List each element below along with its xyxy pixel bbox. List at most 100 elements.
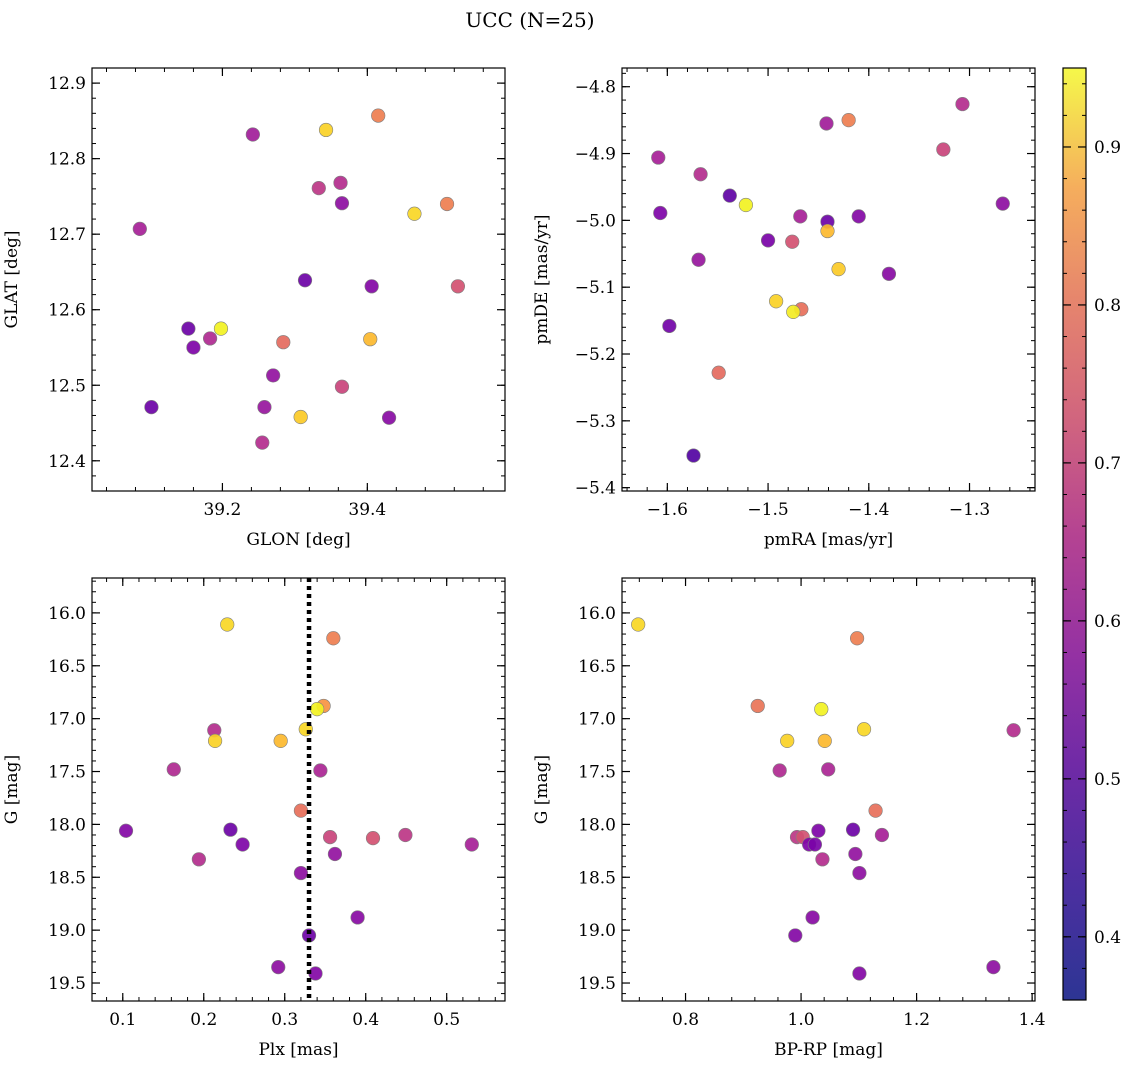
scatter-point — [852, 865, 867, 881]
y-tick-label: 17.5 — [48, 763, 86, 783]
scatter-point — [118, 823, 134, 838]
scatter-point — [371, 108, 386, 123]
y-tick-label: −5.0 — [575, 211, 616, 231]
x-tick-label: 1.0 — [788, 1010, 815, 1030]
y-axis-label: GLAT [deg] — [2, 230, 22, 328]
x-tick-label: 1.2 — [903, 1010, 930, 1030]
x-axis-label: BP-RP [mag] — [774, 1040, 883, 1060]
scatter-point — [821, 762, 836, 777]
x-tick-label: 1.4 — [1019, 1010, 1046, 1030]
scatter-point — [132, 221, 147, 236]
plot-frame — [621, 67, 1036, 492]
x-tick-label: 0.8 — [672, 1010, 699, 1030]
y-tick-label: 19.0 — [578, 921, 616, 941]
scatter-point — [322, 829, 338, 845]
scatter-point — [293, 865, 309, 881]
scatter-point — [186, 340, 201, 355]
y-tick-label: 17.0 — [48, 710, 86, 730]
scatter-point — [144, 400, 159, 415]
scatter-point — [786, 304, 801, 320]
y-tick-label: 12.7 — [48, 225, 86, 245]
scatter-point — [651, 150, 666, 165]
panel-plx-g: 0.1 0.2 0.3 0.4 0.5 16.0 16.5 17.0 17.5 18.0 18.5 1… — [2, 577, 506, 1060]
scatter-point — [819, 116, 834, 131]
x-axis-label: Plx [mas] — [258, 1040, 338, 1060]
scatter-point — [849, 631, 865, 646]
scatter-point — [326, 631, 341, 646]
scatter-point — [815, 852, 830, 867]
scatter-point — [780, 733, 795, 748]
y-tick-label: 17.0 — [578, 710, 616, 730]
x-tick-label: 0.2 — [190, 1010, 217, 1030]
colorbar-tick-label: 0.6 — [1094, 612, 1121, 632]
scatter-point — [398, 827, 413, 843]
scatter-point — [793, 209, 808, 224]
scatter-point — [207, 733, 223, 748]
scatter-point — [333, 175, 348, 190]
scatter-point — [722, 188, 737, 203]
scatter-point — [235, 837, 250, 852]
scatter-point — [831, 262, 846, 277]
colorbar: 0.4 0.5 0.6 0.7 0.8 0.9 — [1062, 67, 1121, 1001]
scatter-point — [788, 928, 803, 943]
y-tick-label: 12.5 — [48, 376, 86, 396]
scatter-point — [760, 233, 776, 248]
y-tick-label: 19.5 — [578, 974, 616, 994]
x-tick-label: 39.2 — [203, 500, 241, 520]
scatter-point — [257, 400, 272, 415]
scatter-point — [203, 331, 218, 346]
scatter-point — [785, 234, 800, 249]
scatter-point — [363, 332, 378, 347]
scatter-point — [772, 763, 787, 778]
x-tick-label: −1.3 — [949, 500, 990, 520]
scatter-point — [181, 321, 196, 336]
scatter-point — [350, 910, 365, 925]
y-tick-label: −5.1 — [575, 278, 616, 298]
y-tick-label: 19.5 — [48, 974, 86, 994]
scatter-point — [255, 435, 270, 450]
scatter-point — [271, 960, 286, 975]
scatter-point — [750, 698, 765, 714]
scatter-point — [245, 127, 260, 142]
scatter-point — [848, 846, 863, 862]
plot-frame — [91, 577, 506, 1002]
scatter-point — [311, 181, 326, 196]
scatter-point — [301, 928, 317, 943]
y-axis-label: G [mag] — [2, 755, 22, 824]
scatter-point — [334, 379, 350, 394]
scatter-point — [297, 273, 313, 288]
x-tick-label: −1.6 — [647, 500, 688, 520]
scatter-point — [381, 410, 397, 425]
scatter-point — [266, 368, 281, 383]
scatter-point — [293, 803, 309, 818]
x-tick-label: −1.5 — [747, 500, 788, 520]
scatter-point — [814, 702, 829, 717]
x-tick-label: 39.4 — [348, 500, 386, 520]
y-tick-label: −5.4 — [575, 479, 616, 499]
y-tick-label: 18.0 — [578, 815, 616, 835]
colorbar-tick-label: 0.9 — [1094, 138, 1121, 158]
y-tick-label: −4.9 — [575, 145, 616, 165]
scatter-point — [273, 733, 288, 748]
scatter-point — [407, 206, 422, 221]
scatter-point — [986, 960, 1001, 975]
figure-title: UCC (N=25) — [465, 8, 594, 32]
scatter-point — [334, 196, 350, 211]
scatter-point — [693, 167, 708, 182]
scatter-point — [995, 196, 1010, 211]
y-tick-label: 12.8 — [48, 150, 86, 170]
panel-glon-glat: 39.2 39.4 12.4 12.5 12.6 12.7 12.8 12.9 GLON [de… — [2, 67, 506, 550]
scatter-point — [365, 831, 381, 846]
colorbar-tick-label: 0.7 — [1094, 454, 1121, 474]
colorbar-tick-label: 0.4 — [1094, 928, 1121, 948]
colorbar-tick-label: 0.5 — [1094, 770, 1121, 790]
scatter-point — [653, 205, 668, 221]
scatter-point — [881, 266, 897, 281]
y-tick-label: 12.9 — [48, 74, 86, 94]
y-tick-label: −5.2 — [575, 345, 616, 365]
scatter-point — [936, 142, 951, 157]
y-tick-label: 16.0 — [48, 604, 86, 624]
scatter-point — [817, 733, 832, 748]
scatter-point — [318, 122, 334, 138]
